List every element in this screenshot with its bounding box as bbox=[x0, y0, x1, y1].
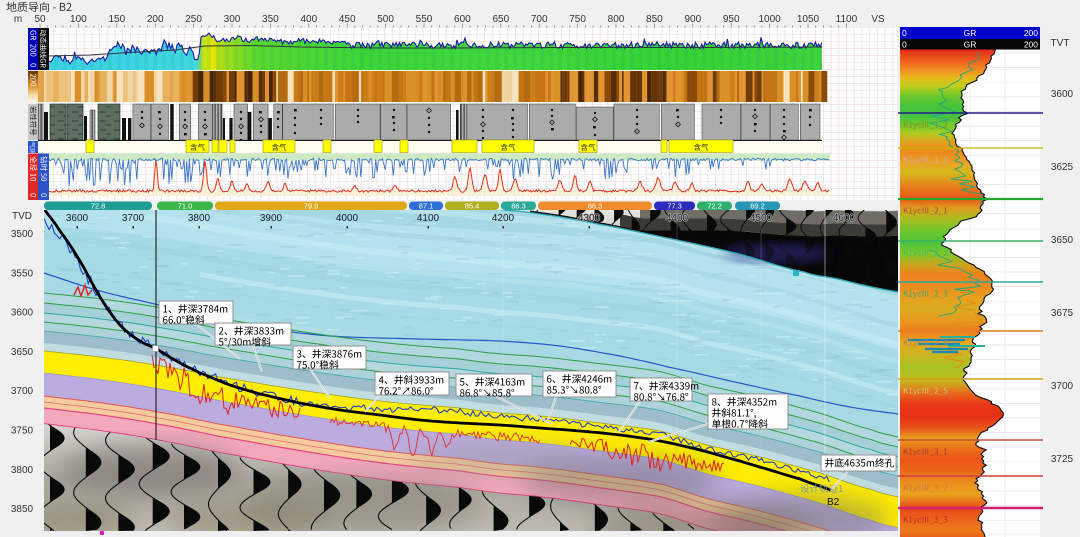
svg-text:0: 0 bbox=[902, 28, 907, 38]
svg-text:4600: 4600 bbox=[833, 213, 856, 224]
svg-text:GR: GR bbox=[964, 40, 977, 50]
svg-text:4400: 4400 bbox=[666, 213, 689, 224]
svg-text:0: 0 bbox=[902, 40, 907, 50]
svg-text:3550: 3550 bbox=[11, 268, 34, 279]
svg-text:GR: GR bbox=[964, 28, 977, 38]
svg-text:200: 200 bbox=[1024, 40, 1038, 50]
svg-text:87.1: 87.1 bbox=[419, 202, 434, 211]
svg-text:150: 150 bbox=[108, 14, 125, 25]
svg-text:4000: 4000 bbox=[336, 213, 359, 224]
svg-text:TVD: TVD bbox=[12, 211, 32, 222]
svg-text:86.3: 86.3 bbox=[511, 202, 526, 211]
svg-text:700: 700 bbox=[531, 14, 548, 25]
svg-text:300: 300 bbox=[224, 14, 241, 25]
svg-text:3800: 3800 bbox=[11, 465, 34, 476]
svg-text:m: m bbox=[14, 14, 22, 25]
svg-text:77.3: 77.3 bbox=[667, 202, 682, 211]
svg-text:3750: 3750 bbox=[11, 426, 34, 437]
svg-text:3650: 3650 bbox=[11, 347, 34, 358]
svg-text:72.8: 72.8 bbox=[91, 202, 106, 211]
svg-text:50: 50 bbox=[34, 14, 46, 25]
svg-text:3700: 3700 bbox=[122, 213, 145, 224]
svg-text:4100: 4100 bbox=[417, 213, 440, 224]
svg-text:3500: 3500 bbox=[11, 229, 34, 240]
svg-text:3625: 3625 bbox=[1051, 162, 1074, 173]
svg-text:71.0: 71.0 bbox=[178, 202, 193, 211]
svg-text:1100: 1100 bbox=[836, 14, 858, 25]
svg-text:3800: 3800 bbox=[188, 213, 211, 224]
svg-text:950: 950 bbox=[723, 14, 740, 25]
svg-text:4200: 4200 bbox=[492, 213, 515, 224]
svg-text:B2: B2 bbox=[827, 497, 840, 508]
svg-text:TVT: TVT bbox=[1051, 38, 1070, 49]
svg-text:VS: VS bbox=[871, 14, 885, 25]
svg-text:3725: 3725 bbox=[1051, 454, 1074, 465]
svg-text:1000: 1000 bbox=[758, 14, 781, 25]
svg-text:200: 200 bbox=[1024, 28, 1038, 38]
svg-text:600: 600 bbox=[454, 14, 471, 25]
svg-text:200: 200 bbox=[147, 14, 164, 25]
svg-text:900: 900 bbox=[684, 14, 701, 25]
svg-text:69.2: 69.2 bbox=[750, 202, 765, 211]
svg-text:1050: 1050 bbox=[797, 14, 820, 25]
svg-text:3650: 3650 bbox=[1051, 235, 1074, 246]
svg-text:650: 650 bbox=[492, 14, 509, 25]
svg-text:800: 800 bbox=[608, 14, 625, 25]
svg-text:3675: 3675 bbox=[1051, 308, 1074, 319]
svg-text:550: 550 bbox=[416, 14, 433, 25]
svg-text:4500: 4500 bbox=[750, 213, 773, 224]
svg-text:3600: 3600 bbox=[11, 308, 34, 319]
svg-text:250: 250 bbox=[185, 14, 202, 25]
svg-text:400: 400 bbox=[300, 14, 317, 25]
svg-text:3600: 3600 bbox=[1051, 89, 1074, 100]
svg-text:3900: 3900 bbox=[260, 213, 283, 224]
svg-text:85.4: 85.4 bbox=[465, 202, 480, 211]
svg-text:850: 850 bbox=[646, 14, 663, 25]
svg-text:3850: 3850 bbox=[11, 504, 34, 515]
svg-text:79.9: 79.9 bbox=[304, 202, 319, 211]
svg-text:72.2: 72.2 bbox=[707, 202, 722, 211]
svg-text:86.3: 86.3 bbox=[588, 202, 603, 211]
svg-text:100: 100 bbox=[70, 14, 87, 25]
svg-text:3700: 3700 bbox=[11, 386, 34, 397]
svg-text:450: 450 bbox=[339, 14, 356, 25]
svg-text:3600: 3600 bbox=[66, 213, 89, 224]
svg-text:3700: 3700 bbox=[1051, 381, 1074, 392]
svg-text:350: 350 bbox=[262, 14, 279, 25]
svg-text:500: 500 bbox=[377, 14, 394, 25]
svg-text:750: 750 bbox=[569, 14, 586, 25]
svg-text:4300: 4300 bbox=[578, 213, 601, 224]
